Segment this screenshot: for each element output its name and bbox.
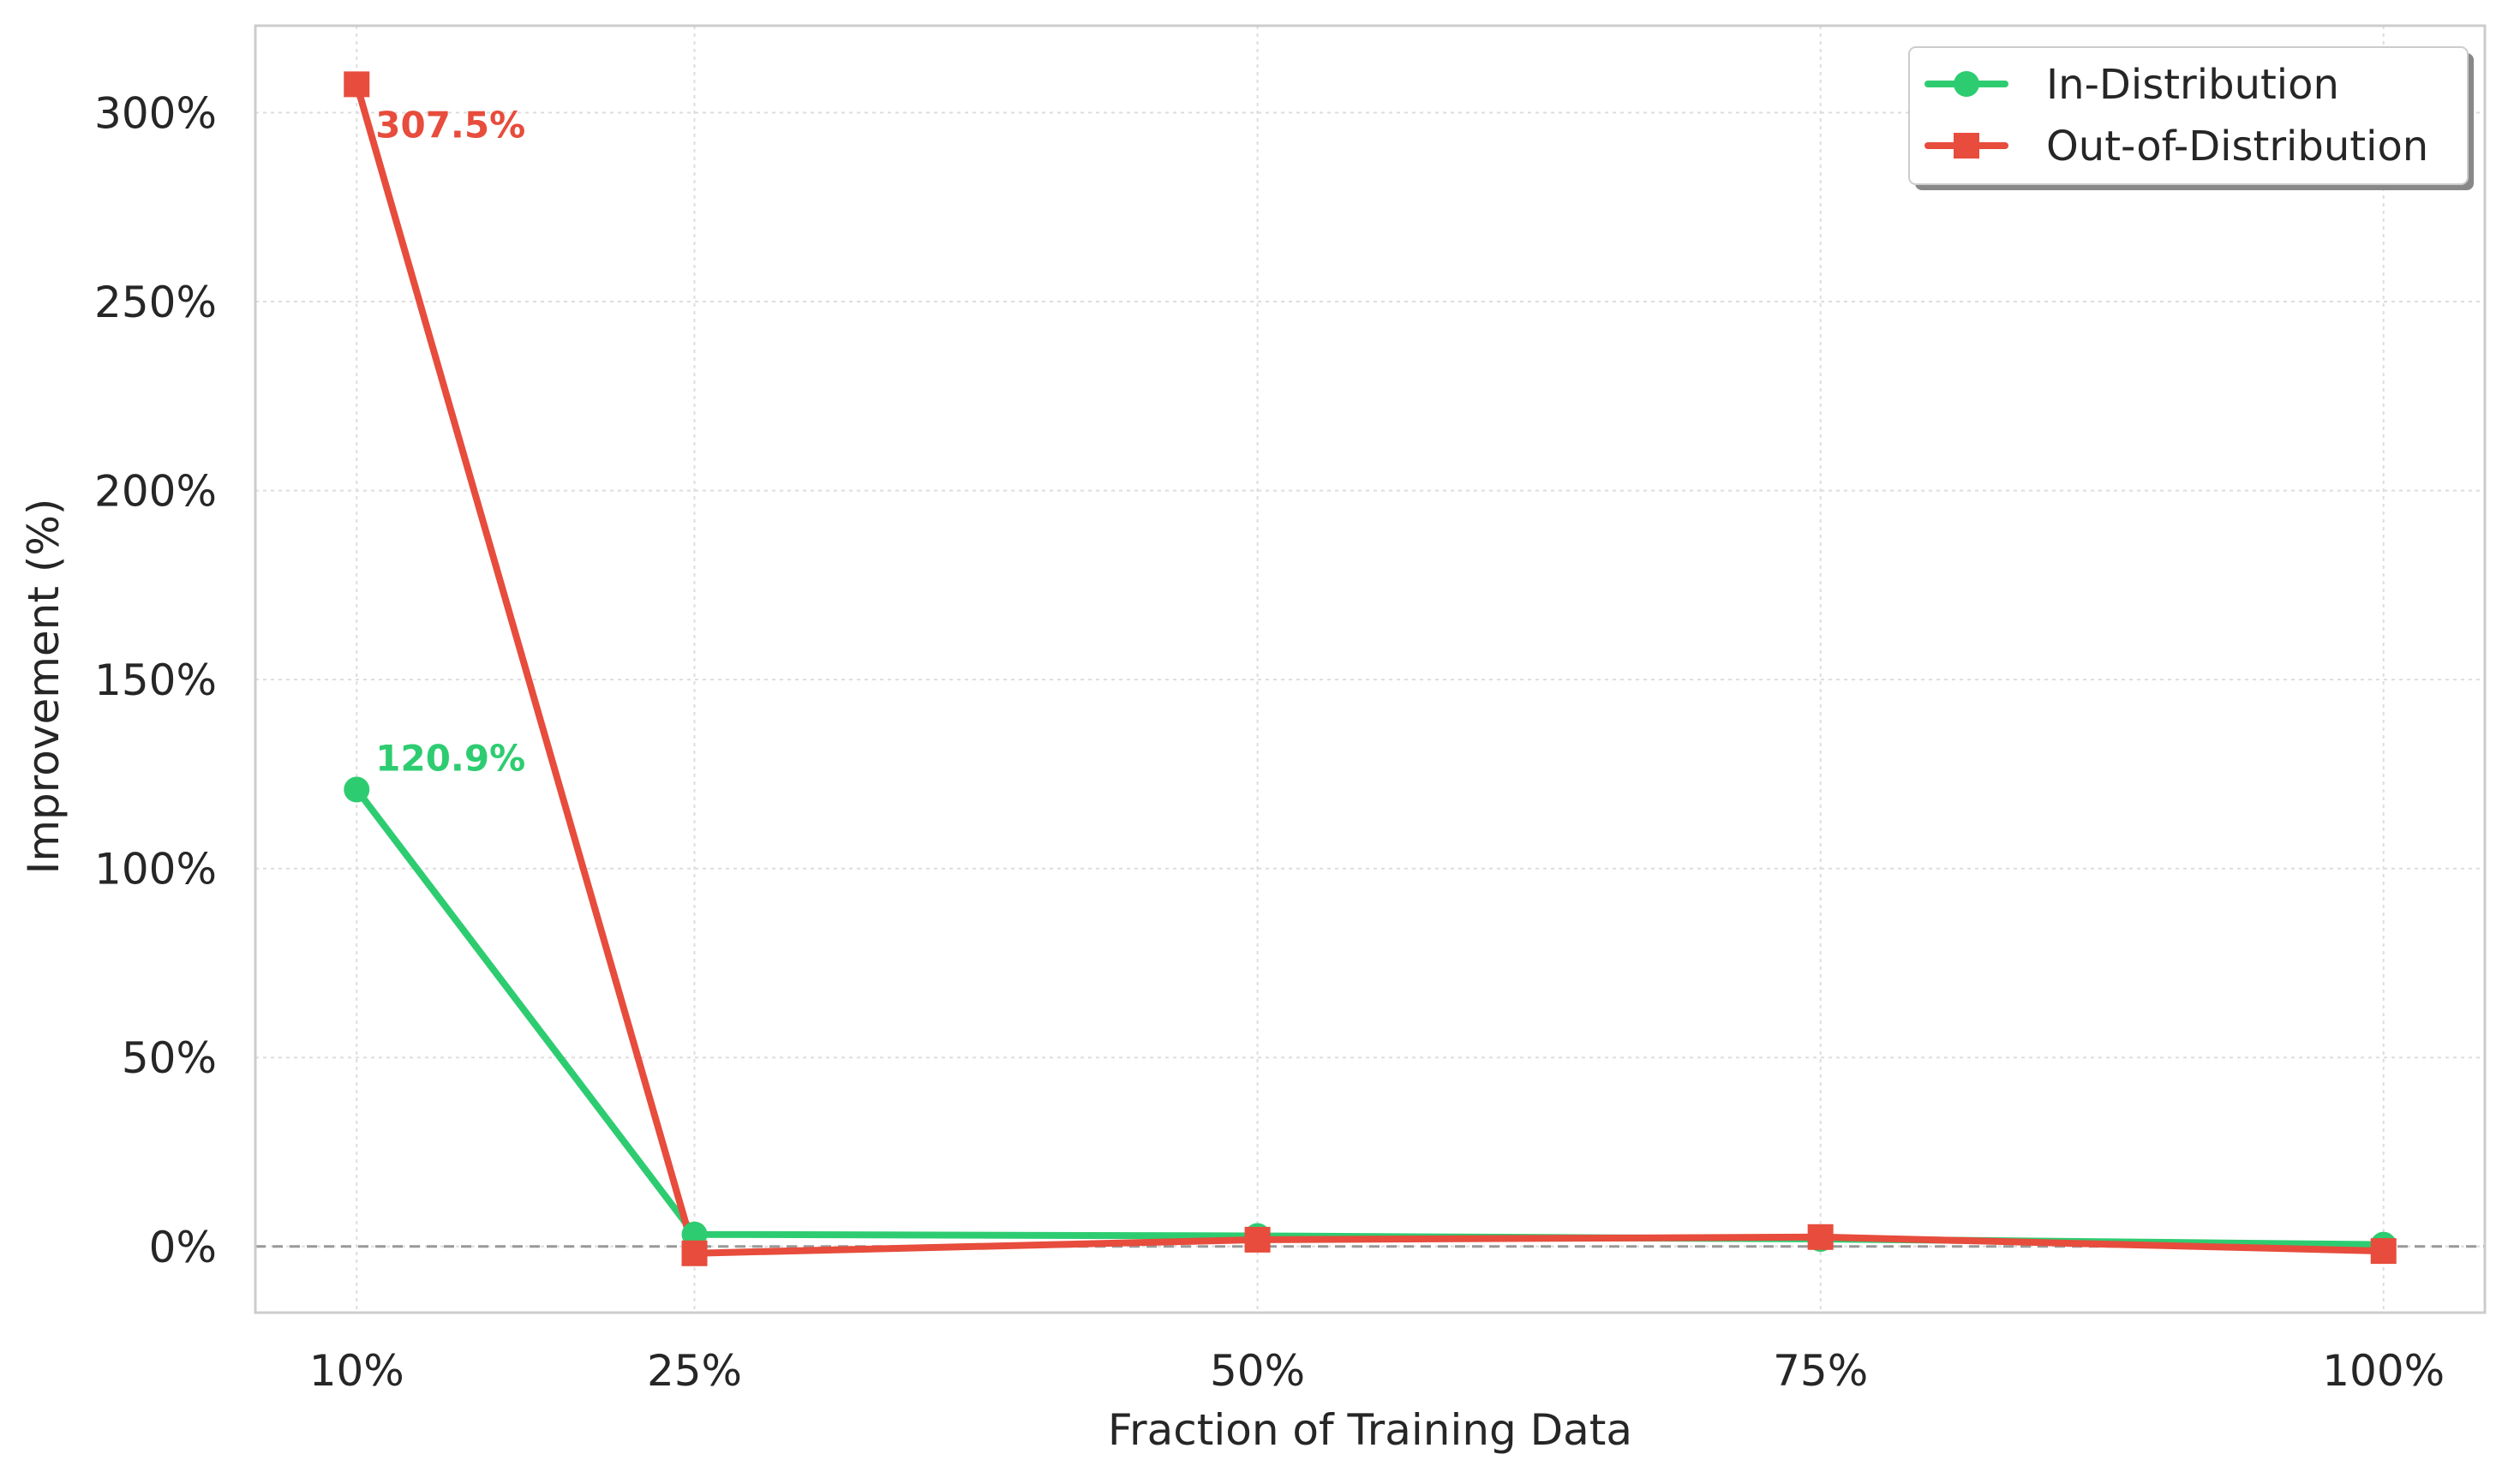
- plot-frame: [254, 24, 2487, 1314]
- y-tick-label: 100%: [94, 845, 217, 895]
- x-axis-title: Fraction of Training Data: [1108, 1405, 1632, 1455]
- series-1-point: [344, 71, 370, 98]
- x-tick-label: 100%: [2322, 1346, 2445, 1396]
- y-axis-title: Improvement (%): [19, 499, 69, 875]
- y-tick-label: 200%: [94, 467, 217, 517]
- legend-items: In-Distribution Out-of-Distribution: [1924, 61, 2428, 171]
- series-1-point: [1807, 1224, 1834, 1250]
- y-tick-label: 0%: [149, 1223, 217, 1272]
- grid: [255, 26, 2485, 1313]
- data-annotation: 307.5%: [375, 104, 525, 146]
- data-annotation: 120.9%: [375, 737, 525, 779]
- series-1-point: [2370, 1238, 2397, 1265]
- legend-label: Out-of-Distribution: [2046, 123, 2428, 171]
- legend-label: In-Distribution: [2046, 61, 2339, 109]
- x-tick-labels: 10% 25% 50% 75% 100%: [309, 1346, 2445, 1396]
- y-tick-labels: 0% 50% 100% 150% 200% 250% 300%: [94, 88, 217, 1272]
- legend-box: [1908, 46, 2469, 185]
- x-tick-label: 50%: [1210, 1346, 1305, 1396]
- series-1-point: [681, 1240, 708, 1266]
- y-tick-label: 300%: [94, 88, 217, 138]
- x-tick-label: 75%: [1773, 1346, 1868, 1396]
- legend: In-Distribution Out-of-Distribution: [1908, 46, 2474, 190]
- series-markers: [344, 71, 2397, 1266]
- x-tick-label: 25%: [647, 1346, 742, 1396]
- legend-marker-circle: [1954, 71, 1979, 97]
- data-annotations: 120.9% 307.5%: [375, 104, 525, 779]
- y-tick-label: 250%: [94, 278, 217, 327]
- y-tick-label: 150%: [94, 655, 217, 705]
- series-1-point: [1244, 1226, 1271, 1253]
- y-tick-label: 50%: [122, 1033, 217, 1083]
- legend-marker-square: [1954, 133, 1979, 159]
- x-tick-label: 10%: [309, 1346, 404, 1396]
- series-0-point: [344, 776, 370, 803]
